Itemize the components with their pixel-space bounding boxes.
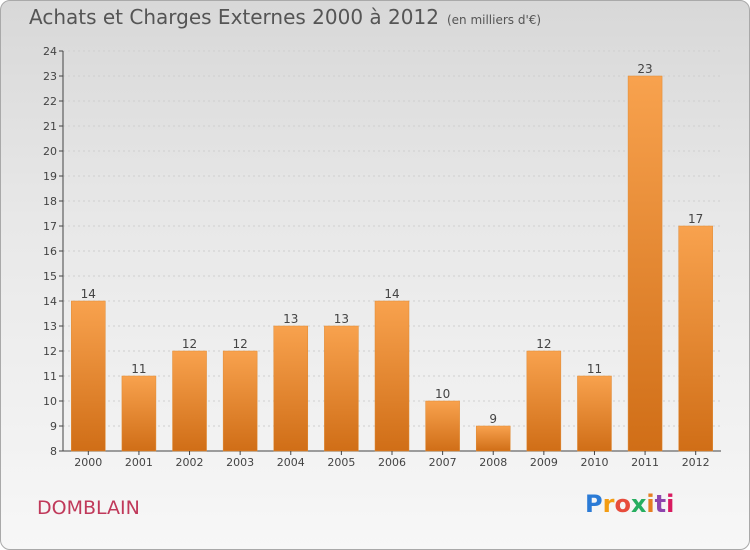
x-tick-label: 2012 — [682, 456, 710, 469]
bar-value-label: 10 — [435, 387, 450, 401]
bar — [526, 350, 562, 452]
bar — [425, 400, 460, 452]
y-tick-label: 21 — [43, 120, 57, 133]
logo-letter: x — [630, 490, 647, 518]
bar — [374, 300, 410, 452]
logo-letter: P — [585, 490, 603, 518]
x-tick-label: 2003 — [226, 456, 254, 469]
x-tick-label: 2000 — [74, 456, 102, 469]
x-tick-label: 2006 — [378, 456, 406, 469]
bar — [222, 350, 258, 452]
y-tick-label: 23 — [43, 70, 57, 83]
x-tick-label: 2010 — [580, 456, 608, 469]
bar — [121, 375, 157, 452]
x-tick-label: 2005 — [327, 456, 355, 469]
bar — [627, 75, 663, 452]
x-tick-label: 2008 — [479, 456, 507, 469]
x-tick-label: 2002 — [176, 456, 204, 469]
x-tick-label: 2009 — [530, 456, 558, 469]
bar-value-label: 9 — [489, 412, 497, 426]
y-tick-label: 9 — [50, 420, 57, 433]
y-tick-label: 22 — [43, 95, 57, 108]
bar — [172, 350, 207, 452]
x-tick-label: 2004 — [277, 456, 305, 469]
chart-title: Achats et Charges Externes 2000 à 2012 (e… — [29, 5, 541, 29]
y-tick-label: 20 — [43, 145, 57, 158]
bar-value-label: 12 — [536, 337, 551, 351]
logo-letter: o — [614, 490, 631, 518]
commune-name: DOMBLAIN — [37, 497, 140, 519]
y-tick-label: 13 — [43, 320, 57, 333]
y-tick-label: 16 — [43, 245, 57, 258]
logo-letter: i — [666, 490, 675, 518]
y-tick-label: 24 — [43, 45, 57, 58]
bar — [475, 425, 511, 452]
x-tick-label: 2007 — [429, 456, 457, 469]
y-tick-label: 19 — [43, 170, 57, 183]
bar — [577, 375, 612, 452]
logo-letter: t — [654, 490, 667, 518]
bar — [71, 300, 106, 452]
proxiti-logo: Proxiti — [585, 490, 674, 518]
bar — [324, 325, 359, 452]
y-tick-label: 8 — [50, 445, 57, 458]
logo-letter: i — [646, 490, 655, 518]
x-tick-label: 2011 — [631, 456, 659, 469]
bar-value-label: 14 — [384, 287, 399, 301]
bar-value-label: 12 — [182, 337, 197, 351]
bar-value-label: 17 — [688, 212, 703, 226]
y-tick-label: 12 — [43, 345, 57, 358]
logo-letter: r — [602, 490, 615, 518]
y-tick-label: 14 — [43, 295, 57, 308]
title-text: Achats et Charges Externes 2000 à 2012 — [29, 5, 439, 29]
title-unit: (en milliers d'€) — [446, 13, 542, 27]
y-tick-label: 17 — [43, 220, 57, 233]
bar-value-label: 11 — [131, 362, 146, 376]
y-tick-label: 15 — [43, 270, 57, 283]
y-tick-label: 10 — [43, 395, 57, 408]
bar-value-label: 12 — [233, 337, 248, 351]
bar-value-label: 13 — [334, 312, 349, 326]
bar-value-label: 23 — [637, 62, 652, 76]
bar-value-label: 11 — [587, 362, 602, 376]
y-tick-label: 11 — [43, 370, 57, 383]
bar — [273, 325, 309, 452]
bar-value-label: 13 — [283, 312, 298, 326]
x-tick-label: 2001 — [125, 456, 153, 469]
bar — [678, 225, 713, 452]
y-tick-label: 18 — [43, 195, 57, 208]
bar-value-label: 14 — [81, 287, 96, 301]
